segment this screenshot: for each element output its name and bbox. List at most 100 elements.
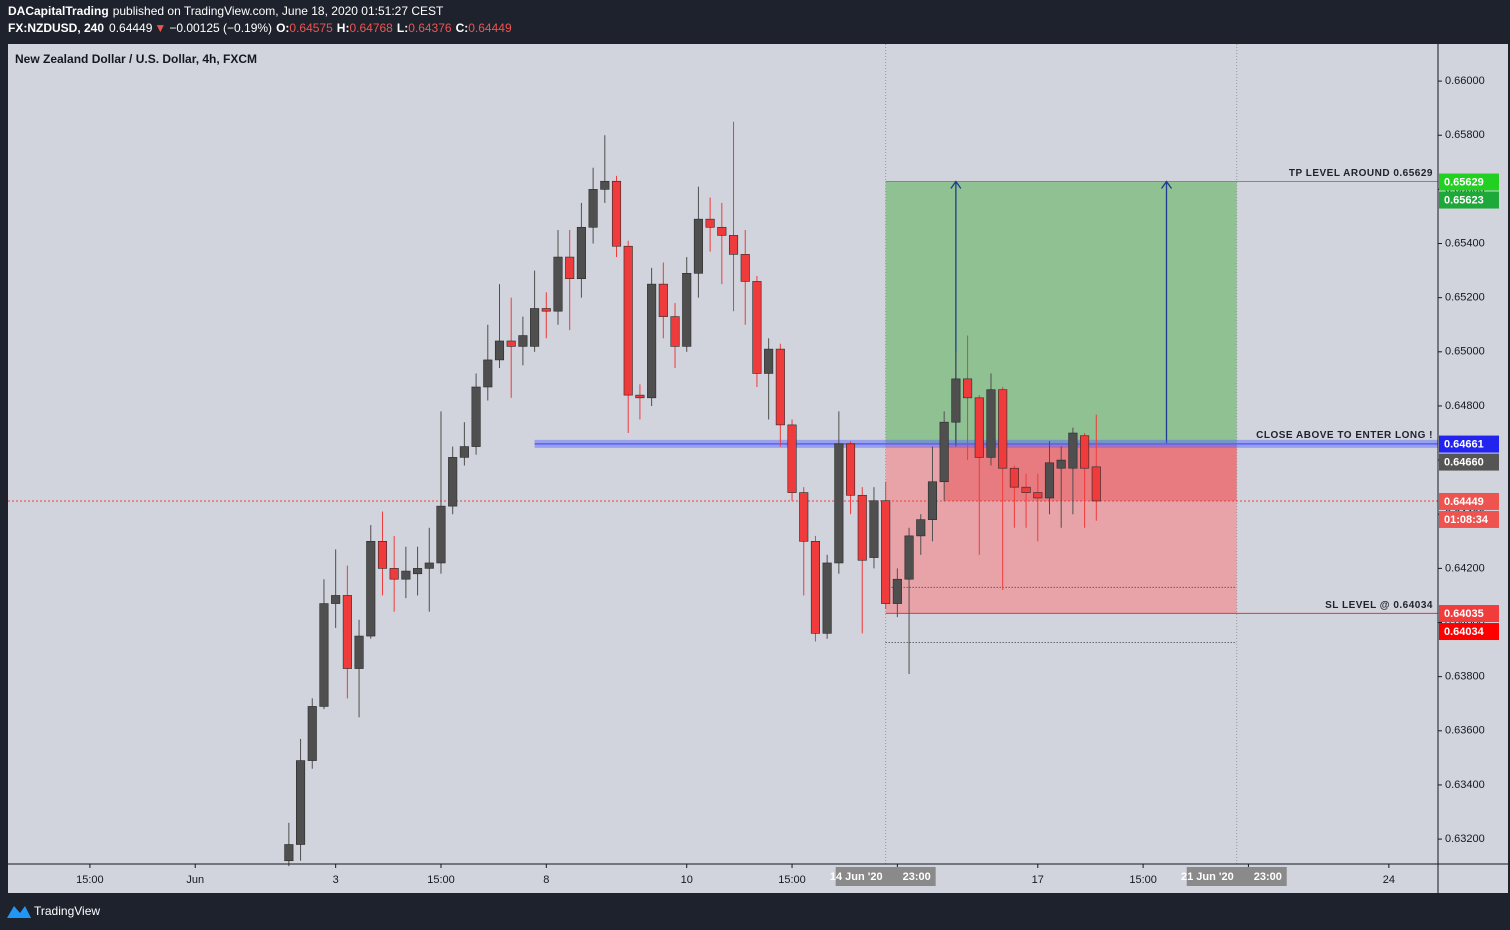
candle-body [647, 283, 657, 399]
o: 0.64575 [289, 21, 333, 35]
candle-body [728, 235, 739, 255]
candle-body [881, 500, 891, 604]
price-badge-label: 0.64661 [1444, 438, 1484, 450]
x-tick-label: 10 [681, 874, 693, 886]
arrow-head [950, 180, 962, 189]
candle-body [413, 568, 423, 575]
candle-body [857, 494, 867, 561]
price-badge [1439, 623, 1499, 641]
candle-body [611, 180, 622, 247]
y-tick-label: 0.63800 [1445, 671, 1485, 683]
time-badge-date: 14 Jun '20 [830, 871, 883, 883]
candle-body [705, 218, 715, 228]
candle-body [1021, 486, 1031, 493]
candle-body [1080, 435, 1090, 469]
candle-body [810, 541, 820, 634]
candle-body [834, 443, 844, 564]
y-tick-label: 0.64800 [1445, 400, 1485, 412]
x-tick-label: 17 [1032, 874, 1044, 886]
l: 0.64376 [408, 21, 452, 35]
candle-body [576, 226, 586, 280]
time-badge-time: 23:00 [903, 871, 931, 883]
candle-body [331, 595, 341, 604]
candle-body [846, 443, 856, 496]
price-badge-label: 0.65623 [1444, 194, 1484, 206]
candle-body [752, 281, 762, 374]
candle-body [974, 397, 984, 458]
author[interactable]: DACapitalTrading [8, 4, 109, 18]
price-badge [1439, 435, 1499, 453]
time-badge-date: 21 Jun '20 [1181, 871, 1234, 883]
logo-mark [7, 906, 31, 918]
y-tick-label: 0.66000 [1445, 75, 1485, 87]
h: 0.64768 [349, 21, 393, 35]
candle-body [892, 578, 902, 604]
y-tick-label: 0.65400 [1445, 237, 1485, 249]
candle-body [565, 256, 575, 280]
x-tick-label: 15:00 [1129, 874, 1157, 886]
price-badge [1439, 605, 1499, 623]
candle-body [986, 389, 996, 458]
logo[interactable]: TradingView [7, 904, 100, 918]
y-tick-label: 0.64200 [1445, 562, 1485, 574]
x-tick-label: Jun [186, 874, 204, 886]
candle-body [366, 541, 376, 637]
x-tick-label: 15:00 [427, 874, 455, 886]
candle-body [764, 348, 774, 374]
candle-body [799, 492, 809, 542]
candle-body [284, 844, 294, 862]
candle-body [342, 595, 352, 669]
y-tick-label: 0.65200 [1445, 292, 1485, 304]
x-tick-label: 24 [1383, 874, 1395, 886]
symbol: FX:NZDUSD, 240 [8, 21, 104, 35]
candle-body [658, 283, 668, 317]
candle-body [682, 272, 692, 347]
x-tick-label: 8 [543, 874, 549, 886]
l-label: L: [397, 21, 408, 35]
candle-body [1091, 466, 1101, 502]
price-badge-label: 0.64660 [1444, 456, 1484, 468]
profit-zone [885, 181, 1237, 444]
y-tick-label: 0.65800 [1445, 129, 1485, 141]
candle-body [963, 378, 973, 399]
candle-body [927, 481, 938, 520]
time-badge [835, 867, 936, 886]
candle-body [670, 316, 680, 347]
candle-body [553, 256, 563, 312]
price-badge-label: 0.64035 [1444, 608, 1484, 620]
candle-body [377, 541, 388, 569]
candle-body [448, 457, 458, 507]
price-badge-label: 0.64449 [1444, 496, 1484, 508]
y-tick-label: 0.63600 [1445, 725, 1485, 737]
change: −0.00125 (−0.19%) [169, 21, 272, 35]
y-tick-label: 0.65000 [1445, 346, 1485, 358]
candle-body [424, 562, 434, 569]
candle-body [518, 335, 528, 347]
candle-body [822, 562, 832, 634]
candle-body [483, 359, 493, 388]
price-badge [1439, 510, 1499, 528]
candle-body [354, 635, 364, 669]
candle-body [693, 218, 703, 274]
candle-body [939, 421, 949, 483]
price-badge [1439, 191, 1499, 209]
candle-body [740, 254, 750, 282]
price-badge [1439, 492, 1499, 510]
candle-body [1068, 432, 1078, 469]
candle-body [1044, 462, 1055, 499]
time-badge-time: 23:00 [1254, 871, 1282, 883]
candle-body [436, 505, 446, 564]
c-label: C: [456, 21, 469, 35]
annotation: SL LEVEL @ 0.64034 [1325, 600, 1433, 611]
candle-body [635, 394, 645, 399]
published: published on TradingView.com, June 18, 2… [113, 4, 444, 18]
candle-body [600, 180, 610, 190]
annotation: TP LEVEL AROUND 0.65629 [1289, 168, 1433, 179]
price-badge-label: 0.64034 [1444, 626, 1485, 638]
candle-body [588, 189, 598, 228]
candle-body [307, 706, 317, 761]
header-line-1: DACapitalTrading published on TradingView… [8, 4, 444, 18]
x-tick-label: 15:00 [778, 874, 806, 886]
x-tick-label: 3 [333, 874, 339, 886]
candle-body [319, 603, 329, 707]
